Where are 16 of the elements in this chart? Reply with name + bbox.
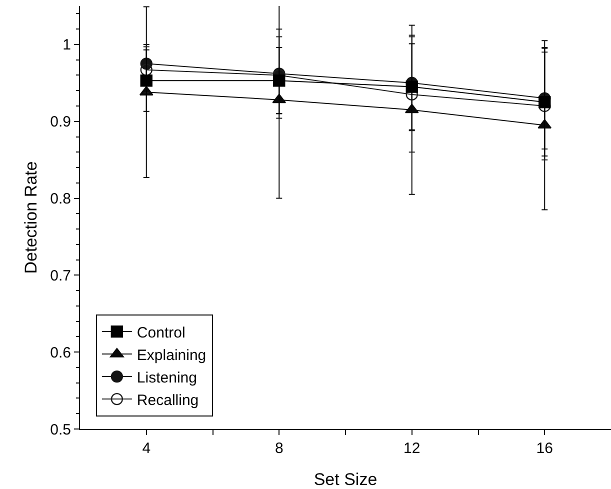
x-tick-label: 12 [404, 440, 420, 457]
y-axis-title: Detection Rate [22, 161, 41, 274]
x-tick-label: 16 [536, 440, 553, 457]
y-tick-label: 0.8 [50, 190, 71, 208]
x-tick-label: 4 [142, 440, 151, 457]
legend-label: Listening [136, 369, 197, 386]
legend-label: Control [136, 324, 186, 342]
y-tick-label: 1 [62, 36, 71, 54]
y-tick-label: 0.9 [50, 114, 71, 131]
x-tick-label: 8 [274, 440, 284, 457]
legend-label: Recalling [136, 392, 199, 409]
legend-label: Explaining [136, 346, 206, 364]
y-tick-label: 0.7 [50, 267, 71, 284]
y-tick-label: 0.6 [50, 344, 71, 362]
y-tick-label: 0.5 [50, 421, 71, 438]
x-axis-title: Set Size [314, 470, 378, 489]
